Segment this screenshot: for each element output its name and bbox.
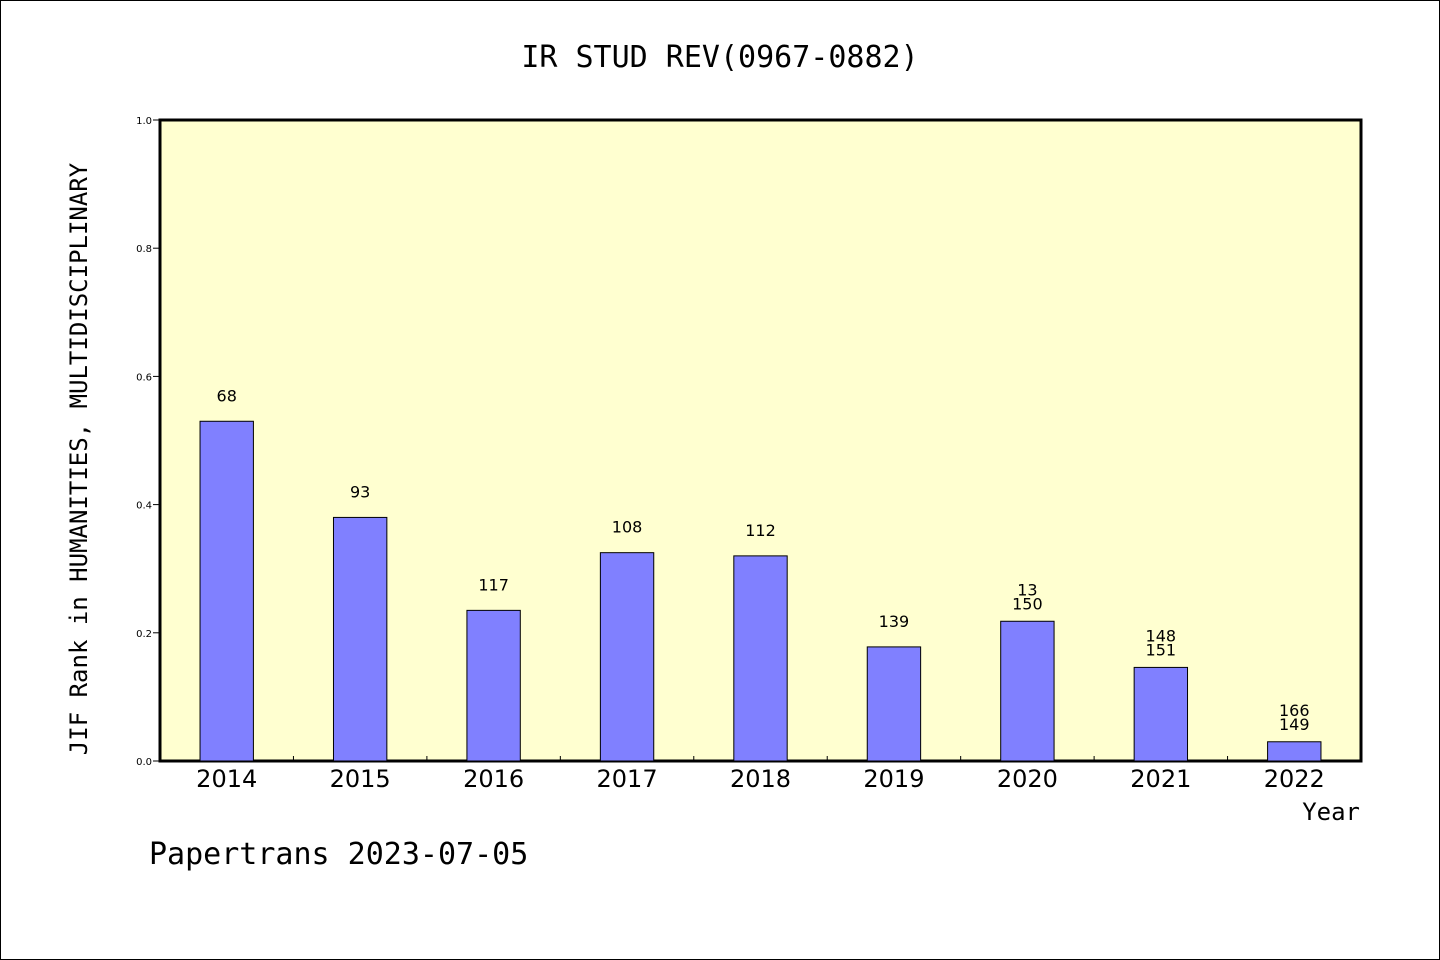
bar-2018 bbox=[733, 555, 788, 762]
data-label: 149 bbox=[1279, 715, 1310, 734]
y-tick-label: 0.2 bbox=[136, 629, 152, 640]
y-tick-label: 0.4 bbox=[136, 501, 152, 512]
bar-2021 bbox=[1133, 666, 1189, 762]
x-axis: 2014 2015 2016 2017 2018 2019 2020 2021 2022 bbox=[196, 756, 1325, 793]
y-tick-label: 0.6 bbox=[136, 372, 152, 383]
x-tick-label: 2021 bbox=[1130, 765, 1191, 793]
bar-2019 bbox=[866, 646, 922, 762]
x-tick-label: 2015 bbox=[330, 765, 391, 793]
data-label: 148 bbox=[1146, 626, 1177, 645]
data-label: 13 bbox=[1017, 580, 1037, 599]
y-tick-label: 0.0 bbox=[136, 757, 152, 768]
bar-2016 bbox=[466, 609, 521, 762]
y-tick-label: 0.8 bbox=[136, 244, 152, 255]
chart-title: IR STUD REV(0967-0882) bbox=[521, 40, 918, 75]
data-label: 139 bbox=[879, 612, 910, 631]
data-label: 108 bbox=[612, 518, 643, 537]
x-tick-label: 2020 bbox=[997, 765, 1058, 793]
data-label: 93 bbox=[350, 482, 370, 501]
data-label: 112 bbox=[745, 521, 776, 540]
x-tick-label: 2019 bbox=[863, 765, 924, 793]
x-tick-label: 2017 bbox=[597, 765, 658, 793]
bar-2020 bbox=[1000, 620, 1055, 762]
y-tick-label: 1.0 bbox=[136, 116, 152, 127]
bar-2017 bbox=[599, 552, 655, 762]
data-label: 166 bbox=[1279, 701, 1310, 720]
y-axis: 0.0 0.2 0.4 0.6 0.8 1.0 bbox=[136, 116, 160, 768]
footer-credit: Papertrans 2023-07-05 bbox=[149, 837, 528, 872]
bar-2014 bbox=[199, 420, 254, 762]
bar-2015 bbox=[332, 516, 388, 762]
data-label: 151 bbox=[1146, 640, 1177, 659]
data-label: 117 bbox=[478, 575, 509, 594]
x-tick-label: 2014 bbox=[196, 765, 257, 793]
x-tick-label: 2016 bbox=[463, 765, 524, 793]
data-label: 150 bbox=[1012, 594, 1043, 613]
x-tick-label: 2018 bbox=[730, 765, 791, 793]
y-axis-label: JIF Rank in HUMANITIES, MULTIDISCIPLINAR… bbox=[65, 162, 93, 755]
data-label: 68 bbox=[217, 386, 237, 405]
x-tick-label: 2022 bbox=[1264, 765, 1325, 793]
x-axis-label: Year bbox=[1302, 798, 1360, 826]
bar-2022 bbox=[1267, 741, 1322, 762]
